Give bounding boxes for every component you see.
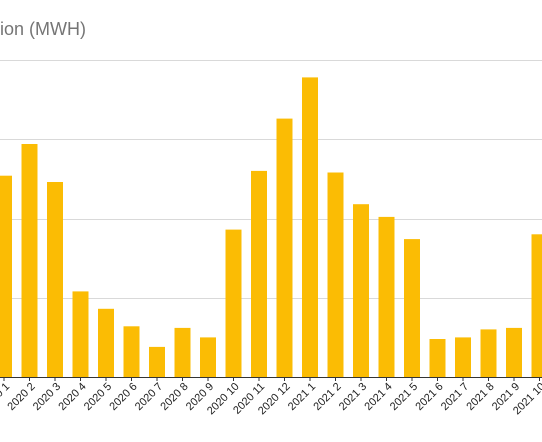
bar-2021-1 <box>302 77 318 378</box>
x-tick-label: 2020 8 <box>158 381 190 413</box>
bar-2020-6 <box>123 326 140 377</box>
bar-2021-7 <box>455 337 471 377</box>
bar-2020-10 <box>225 229 242 377</box>
bar-2021-9 <box>506 327 522 377</box>
bar-2020-1 <box>0 175 12 377</box>
bar-2020-11 <box>251 170 267 377</box>
x-tick-label: 2020 7 <box>133 381 165 413</box>
bar-2020-4 <box>72 291 89 377</box>
bar-2021-6 <box>429 339 446 377</box>
x-tick-label: 2020 5 <box>82 381 114 413</box>
bar-2021-3 <box>353 204 369 377</box>
x-tick-label: 2020 4 <box>56 381 88 413</box>
bar-2021-8 <box>480 329 497 377</box>
bar-2020-12 <box>276 118 293 377</box>
x-tick-label: 2021 3 <box>337 381 369 413</box>
x-tick-label: 2021 4 <box>362 381 394 413</box>
x-tick-label: 2021 7 <box>439 381 471 413</box>
x-tick-label: 2021 1 <box>286 381 318 413</box>
x-tick-label: 2021 5 <box>388 381 420 413</box>
bar-2020-5 <box>98 308 114 377</box>
x-tick-label: 2021 6 <box>413 381 445 413</box>
bar-2021-2 <box>327 172 344 377</box>
bar-2020-7 <box>149 346 165 377</box>
bar-2021-5 <box>404 239 420 377</box>
x-tick-label: 2021 8 <box>464 381 496 413</box>
bar-2020-8 <box>174 327 191 377</box>
chart-title: ion (MWH) <box>0 19 86 39</box>
bar-2021-10 <box>531 234 542 377</box>
x-tick-label: 2020 6 <box>107 381 139 413</box>
bar-2020-3 <box>47 182 63 377</box>
x-tick-label: 2021 2 <box>311 381 343 413</box>
x-tick-label: 2020 3 <box>31 381 63 413</box>
x-tick-label: 2020 2 <box>5 381 37 413</box>
bar-2020-2 <box>21 144 38 377</box>
bar-2021-4 <box>378 216 395 377</box>
bar-2020-9 <box>200 337 216 377</box>
